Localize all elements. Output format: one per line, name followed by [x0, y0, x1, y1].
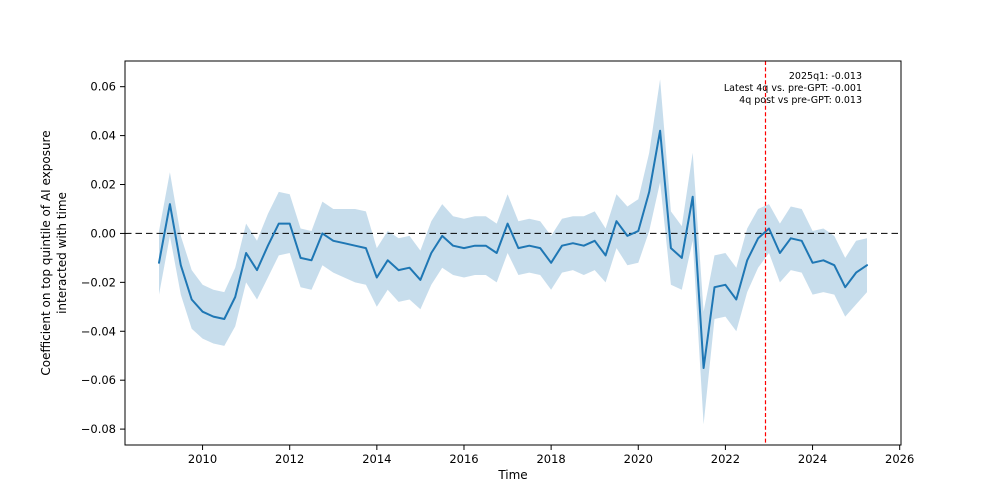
x-tick-label: 2016 — [449, 452, 478, 466]
x-tick-label: 2012 — [275, 452, 304, 466]
x-tick-label: 2020 — [624, 452, 653, 466]
y-tick-label: −0.02 — [81, 275, 116, 289]
x-axis-title: Time — [498, 468, 528, 482]
y-tick-label: 0.02 — [90, 178, 116, 192]
y-tick-label: 0.04 — [90, 129, 116, 143]
y-tick-label: −0.04 — [81, 324, 116, 338]
annotation-line-2025q1: 2025q1: -0.013 — [788, 71, 862, 82]
confidence-band — [159, 79, 867, 425]
y-axis-title: Coefficient on top quintile of AI exposu… — [38, 130, 70, 375]
x-tick-label: 2010 — [188, 452, 217, 466]
y-axis-title-line2: interacted with time — [55, 192, 69, 314]
annotation-block: 2025q1: -0.013 Latest 4q vs. pre-GPT: -0… — [724, 71, 862, 106]
x-tick-label: 2026 — [885, 452, 914, 466]
x-tick-label: 2022 — [711, 452, 740, 466]
x-tick-label: 2024 — [798, 452, 827, 466]
x-tick-label: 2014 — [362, 452, 391, 466]
y-tick-label: 0.06 — [90, 80, 116, 94]
annotation-line-4qpost: 4q post vs pre-GPT: 0.013 — [739, 94, 862, 106]
y-axis-title-line1: Coefficient on top quintile of AI exposu… — [39, 130, 53, 376]
x-tick-label: 2018 — [536, 452, 565, 466]
y-tick-label: 0.00 — [90, 226, 116, 240]
y-tick-label: −0.08 — [81, 422, 116, 436]
coefficient-line — [158, 129, 868, 369]
annotation-line-latest4q: Latest 4q vs. pre-GPT: -0.001 — [723, 82, 862, 94]
y-tick-label: −0.06 — [81, 373, 116, 387]
plot-border — [124, 60, 902, 446]
